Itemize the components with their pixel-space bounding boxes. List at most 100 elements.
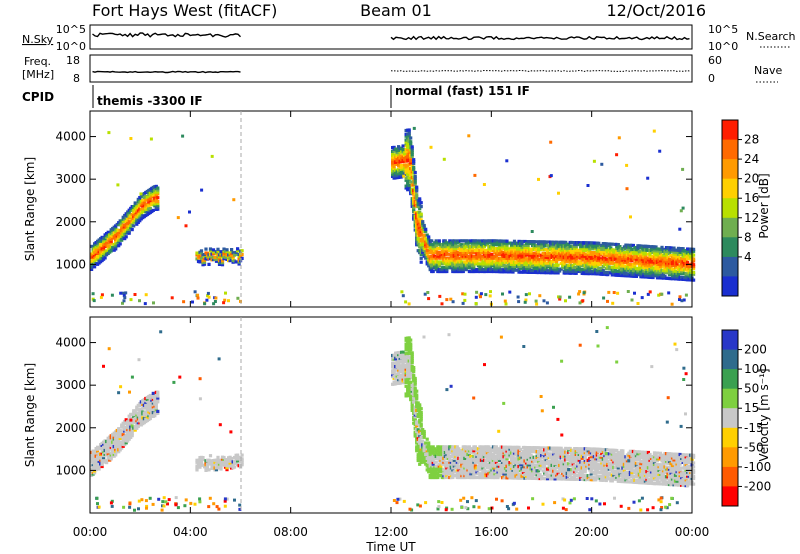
echo-cell bbox=[127, 420, 131, 424]
echo-cell bbox=[521, 270, 526, 274]
echo-cell bbox=[488, 260, 492, 264]
echo-cell bbox=[598, 257, 602, 261]
echo-cell bbox=[452, 470, 456, 474]
echo-cell bbox=[502, 262, 506, 266]
echo-cell bbox=[570, 258, 574, 262]
scatter-cell bbox=[528, 292, 531, 296]
echo-cell bbox=[472, 451, 476, 455]
echo-cell bbox=[553, 242, 557, 246]
echo-cell bbox=[127, 229, 131, 233]
echo-cell bbox=[472, 468, 476, 472]
echo-cell bbox=[240, 457, 244, 461]
echo-cell bbox=[403, 356, 407, 360]
scatter-cell bbox=[427, 297, 431, 301]
echo-cell bbox=[121, 425, 125, 429]
echo-cell bbox=[661, 247, 666, 251]
echo-cell bbox=[652, 258, 657, 262]
echo-cell bbox=[520, 241, 524, 245]
echo-cell bbox=[409, 136, 413, 140]
echo-cell bbox=[431, 451, 435, 455]
scatter-cell bbox=[578, 301, 582, 305]
echo-cell bbox=[579, 260, 583, 264]
echo-cell bbox=[439, 451, 443, 455]
echo-cell bbox=[431, 250, 435, 254]
echo-cell bbox=[156, 207, 160, 211]
echo-cell bbox=[130, 430, 134, 434]
echo-cell bbox=[534, 240, 538, 244]
scatter-cell bbox=[681, 167, 685, 171]
echo-cell bbox=[395, 160, 399, 164]
echo-cell bbox=[431, 464, 435, 468]
echo-cell bbox=[211, 250, 216, 254]
echo-cell bbox=[211, 252, 216, 256]
echo-cell bbox=[481, 248, 485, 252]
echo-cell bbox=[234, 252, 238, 256]
echo-cell bbox=[636, 269, 640, 273]
echo-cell bbox=[418, 430, 422, 434]
scatter-cell bbox=[409, 180, 413, 184]
echo-cell bbox=[537, 249, 541, 253]
scatter-cell bbox=[236, 296, 240, 300]
echo-cell bbox=[568, 265, 572, 269]
echo-cell bbox=[646, 269, 650, 273]
echo-cell bbox=[497, 245, 502, 249]
velocity-echo-cells bbox=[90, 326, 696, 512]
echo-cell bbox=[631, 243, 635, 248]
echo-cell bbox=[415, 197, 419, 201]
echo-cell bbox=[428, 445, 432, 449]
echo-cell bbox=[156, 192, 160, 196]
scatter-cell bbox=[188, 210, 191, 214]
echo-cell bbox=[418, 216, 422, 220]
echo-cell bbox=[678, 252, 682, 256]
echo-cell bbox=[502, 243, 506, 247]
echo-cell bbox=[625, 243, 629, 247]
echo-cell bbox=[681, 250, 685, 255]
echo-cell bbox=[505, 457, 509, 461]
echo-cell bbox=[136, 205, 140, 209]
echo-cell bbox=[506, 247, 511, 251]
echo-cell bbox=[400, 154, 404, 158]
echo-cell bbox=[219, 250, 223, 254]
echo-cell bbox=[433, 254, 437, 258]
echo-cell bbox=[488, 458, 492, 462]
echo-cell bbox=[455, 451, 459, 455]
echo-cell bbox=[518, 266, 523, 270]
scatter-cell bbox=[578, 290, 582, 294]
echo-cell bbox=[440, 454, 444, 458]
echo-cell bbox=[431, 269, 435, 274]
echo-cell bbox=[645, 246, 649, 250]
echo-cell bbox=[424, 441, 428, 445]
echo-cell bbox=[412, 369, 416, 373]
echo-cell bbox=[464, 268, 468, 272]
echo-cell bbox=[601, 268, 605, 273]
echo-cell bbox=[463, 243, 467, 247]
echo-cell bbox=[431, 449, 435, 453]
echo-cell bbox=[130, 432, 134, 436]
echo-cell bbox=[397, 152, 401, 156]
echo-cell bbox=[424, 443, 428, 447]
echo-cell bbox=[148, 197, 152, 201]
echo-cell bbox=[457, 460, 461, 464]
scatter-cell bbox=[200, 188, 204, 192]
echo-cell bbox=[610, 259, 614, 264]
echo-cell bbox=[138, 413, 142, 417]
echo-cell bbox=[643, 250, 647, 254]
echo-cell bbox=[692, 270, 696, 274]
echo-cell bbox=[686, 255, 690, 259]
scatter-cell bbox=[207, 295, 211, 299]
echo-cell bbox=[422, 460, 426, 464]
echo-cell bbox=[418, 197, 422, 201]
echo-cell bbox=[208, 249, 213, 253]
echo-cell bbox=[586, 272, 590, 276]
echo-cell bbox=[455, 254, 459, 258]
noise-left-tick-bottom: 10^0 bbox=[56, 40, 86, 53]
echo-cell bbox=[434, 248, 438, 252]
echo-cell bbox=[485, 266, 489, 270]
echo-cell bbox=[129, 216, 133, 220]
echo-cell bbox=[473, 250, 477, 254]
scatter-cell bbox=[121, 301, 124, 305]
echo-cell bbox=[413, 415, 417, 419]
echo-cell bbox=[455, 462, 459, 466]
echo-cell bbox=[692, 266, 696, 271]
echo-cell bbox=[512, 253, 517, 257]
